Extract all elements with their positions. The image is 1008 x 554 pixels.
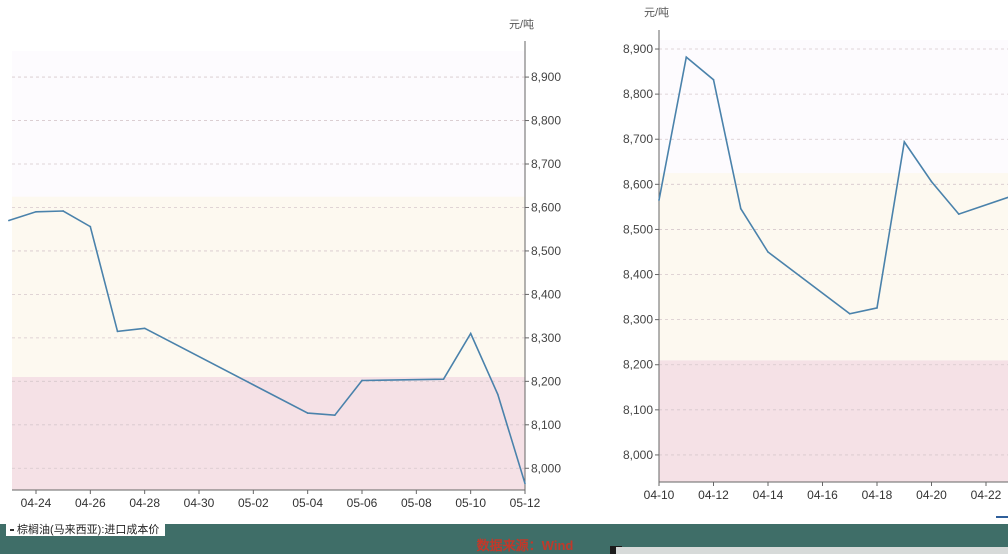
unit-label: 元/吨 (509, 18, 534, 31)
data-point (767, 251, 769, 253)
y-tick-label: 8,400 (531, 287, 561, 301)
data-point (903, 141, 906, 143)
y-tick-label: 8,100 (623, 403, 653, 417)
x-tick-label: 04-22 (971, 488, 1002, 502)
x-tick-label: 04-26 (75, 496, 106, 510)
x-tick-label: 05-12 (510, 496, 541, 510)
y-tick-label: 8,800 (623, 87, 653, 101)
data-point (116, 330, 119, 333)
data-point (62, 210, 64, 212)
chart-right: 8,000 8,100 8,200 8,300 8,400 8,500 8,600 8,700… (623, 6, 1008, 502)
y-tick-label: 8,300 (623, 313, 653, 327)
x-tick-label: 04-16 (807, 488, 838, 502)
background-band (659, 40, 1008, 174)
data-point (685, 56, 688, 58)
background-band (659, 360, 1008, 482)
y-tick-label: 8,000 (623, 448, 653, 462)
y-tick-label: 8,400 (623, 268, 653, 282)
y-tick-label: 8,200 (531, 374, 561, 388)
chart-left: 8,000 8,100 8,200 8,300 8,400 8,500 8,600 8,700… (8, 18, 561, 510)
x-tick-label: 05-08 (401, 496, 432, 510)
x-tick-label: 04-20 (916, 488, 947, 502)
x-tick-label: 05-02 (238, 496, 269, 510)
x-tick-label: 04-18 (862, 488, 893, 502)
data-point (306, 412, 309, 414)
x-tick-label: 04-28 (129, 496, 160, 510)
data-point (739, 207, 742, 210)
x-tick-label: 05-06 (347, 496, 378, 510)
y-tick-label: 8,000 (531, 461, 561, 475)
data-point (658, 199, 660, 201)
data-source: 数据来源：Wind (476, 538, 574, 553)
data-point (8, 219, 10, 222)
y-tick-label: 8,500 (623, 222, 653, 236)
data-point (334, 414, 336, 417)
data-point (89, 225, 92, 228)
y-tick-label: 8,700 (531, 157, 561, 171)
data-point (930, 180, 933, 183)
x-tick-label: 05-04 (292, 496, 323, 510)
y-tick-label: 8,900 (623, 42, 653, 56)
footer-scrollbar[interactable] (616, 547, 1008, 554)
data-point (143, 327, 146, 330)
legend-line-swatch (10, 529, 14, 532)
legend-marker-right (996, 516, 1008, 518)
data-point (876, 307, 878, 309)
data-point (848, 312, 851, 315)
x-tick-label: 04-12 (698, 488, 729, 502)
data-point (35, 211, 37, 213)
data-point (361, 379, 363, 382)
y-tick-label: 8,200 (623, 358, 653, 372)
y-tick-label: 8,500 (531, 244, 561, 258)
y-tick-label: 8,600 (531, 200, 561, 214)
data-point (712, 78, 715, 81)
data-point (497, 393, 499, 396)
y-tick-label: 8,600 (623, 177, 653, 191)
x-tick-label: 04-14 (753, 488, 784, 502)
data-point (957, 213, 960, 215)
x-tick-label: 04-10 (644, 488, 675, 502)
y-tick-label: 8,900 (531, 70, 561, 84)
data-point (442, 378, 445, 380)
background-band (12, 51, 525, 197)
legend-label: 棕榈油(马来西亚):进口成本价 (17, 524, 160, 536)
data-point (469, 332, 472, 335)
x-tick-label: 04-24 (21, 496, 52, 510)
background-band (12, 196, 525, 377)
background-band (659, 173, 1008, 361)
x-tick-label: 04-30 (184, 496, 215, 510)
y-tick-label: 8,300 (531, 331, 561, 345)
unit-label: 元/吨 (644, 6, 669, 19)
y-tick-label: 8,700 (623, 132, 653, 146)
data-point (524, 482, 526, 485)
legend: 棕榈油(马来西亚):进口成本价 (6, 524, 166, 536)
y-tick-label: 8,100 (531, 418, 561, 432)
background-band (12, 376, 525, 490)
x-tick-label: 05-10 (455, 496, 486, 510)
y-tick-label: 8,800 (531, 114, 561, 128)
